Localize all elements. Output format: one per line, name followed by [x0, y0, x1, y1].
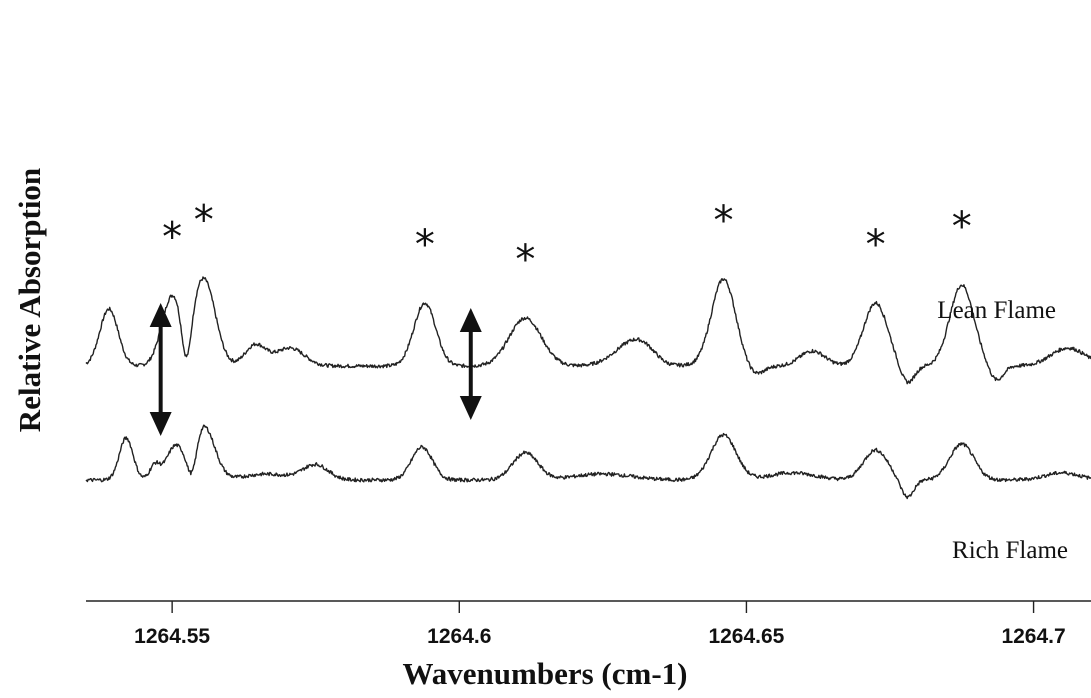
star-marker: * [415, 222, 435, 268]
double-arrow [459, 308, 482, 420]
x-tick-label: 1264.55 [134, 625, 210, 648]
traces [85, 276, 1091, 500]
series-line-lean [85, 276, 1091, 385]
star-markers: * * * * * * * [162, 197, 972, 283]
star-marker: * [194, 197, 214, 243]
double-arrow [149, 303, 172, 436]
x-tick-label: 1264.7 [1001, 625, 1065, 648]
series-label-lean: Lean Flame [937, 297, 1056, 324]
x-axis-label: Wavenumbers (cm-1) [403, 656, 688, 691]
star-marker: * [515, 237, 535, 283]
double-arrows [149, 303, 482, 436]
series-label-rich: Rich Flame [952, 537, 1068, 564]
x-axis-ticks: 1264.55 1264.6 1264.65 1264.7 [134, 601, 1066, 648]
x-tick-label: 1264.6 [427, 625, 491, 648]
y-axis-label: Relative Absorption [12, 168, 47, 432]
star-marker: * [162, 214, 182, 260]
star-marker: * [713, 198, 733, 244]
star-marker: * [866, 222, 886, 268]
x-tick-label: 1264.65 [708, 625, 784, 648]
series-line-rich [85, 424, 1091, 500]
star-marker: * [952, 204, 972, 250]
